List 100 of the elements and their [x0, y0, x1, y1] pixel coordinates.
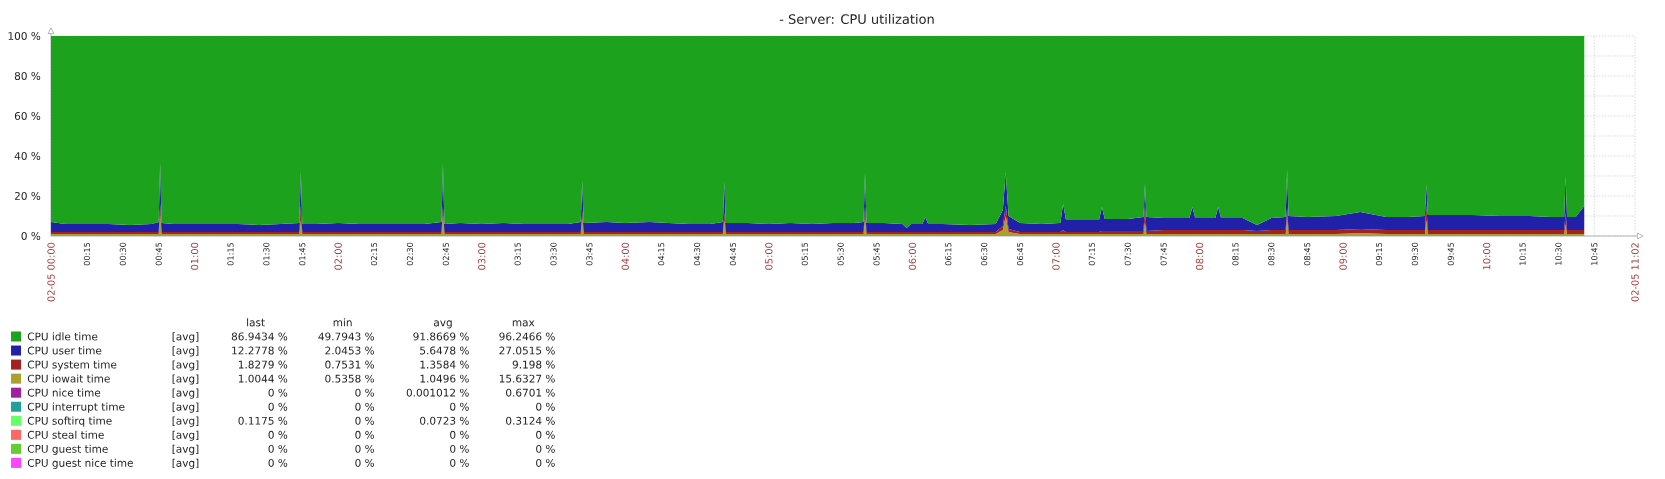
x-tick-label: 02-05 11:02: [1631, 243, 1639, 302]
x-tick-label: 06:45: [1016, 242, 1024, 266]
x-tick-label: 03:00: [478, 242, 486, 270]
x-tick-label: 10:15: [1519, 242, 1526, 265]
x-tick-label: 08:15: [1232, 242, 1239, 266]
text: 0 %: [355, 402, 375, 411]
x-tick-label: 07:45: [1160, 242, 1167, 266]
x-tick-label: 05:00: [765, 242, 773, 270]
text: 1.8279 %: [238, 360, 288, 369]
text: 0 %: [355, 416, 375, 425]
text: 2.0453 %: [325, 346, 375, 355]
text: 0 %: [355, 388, 375, 397]
x-tick-label: 00:45: [155, 242, 162, 266]
x-tick-label: 07:30: [1124, 242, 1131, 266]
x-tick-label: 01:30: [263, 242, 270, 266]
legend-label: CPU guest nice time: [27, 458, 133, 469]
x-tick-label: 00:30: [119, 242, 126, 266]
text: [avg]: [172, 346, 199, 357]
text: 0.3124 %: [506, 416, 555, 425]
x-tick-label: 01:00: [190, 242, 199, 270]
x-tick-label: 10:30: [1555, 242, 1562, 265]
text: 12.2778 %: [232, 346, 288, 355]
text: 0 %: [450, 444, 469, 453]
text: [avg]: [172, 402, 199, 413]
legend-label: CPU softirq time: [27, 416, 112, 427]
legend-label: CPU guest time: [27, 444, 108, 455]
x-tick-label: 03:30: [550, 242, 557, 266]
text: 1.0044 %: [238, 374, 288, 383]
text: 0 %: [268, 444, 288, 453]
text: avg: [433, 320, 452, 329]
x-tick-label: 09:15: [1375, 242, 1383, 266]
text: [avg]: [172, 360, 199, 371]
x-tick-label: 02:15: [370, 242, 378, 266]
text: 0.7531 %: [325, 360, 375, 369]
text: last: [247, 318, 265, 327]
y-tick-label: 20 %: [14, 192, 41, 200]
text: 15.6327 %: [499, 374, 555, 383]
x-tick-label: 10:45: [1591, 242, 1598, 265]
text: 96.2466 %: [499, 332, 555, 341]
legend-label: CPU user time: [27, 346, 102, 355]
x-tick-label: 01:15: [227, 242, 234, 266]
text: 0 %: [268, 388, 288, 397]
x-tick-label: 02-05 00:00: [47, 242, 55, 302]
text: 0 %: [450, 430, 469, 439]
legend-label: CPU idle time: [27, 332, 98, 341]
y-tick-label: 100 %: [8, 32, 41, 40]
y-tick-label: 60 %: [14, 112, 41, 120]
x-tick-label: 05:45: [873, 242, 880, 266]
text: 0 %: [355, 458, 375, 467]
text: [avg]: [172, 332, 199, 343]
x-tick-label: 00:15: [83, 242, 91, 266]
text: 0.6701 %: [506, 388, 555, 397]
x-tick-label: 04:15: [658, 242, 665, 266]
text: 0 %: [536, 402, 555, 411]
x-tick-label: 03:15: [514, 242, 521, 266]
x-tick-label: 10:00: [1482, 242, 1491, 270]
x-tick-label: 09:30: [1411, 242, 1418, 266]
text: [avg]: [172, 416, 199, 427]
text: 0.1175 %: [238, 416, 288, 425]
text: 0 %: [450, 458, 469, 467]
text: 0 %: [268, 458, 288, 467]
text: 0 %: [536, 430, 555, 439]
text: [avg]: [172, 374, 199, 385]
x-tick-label: 09:45: [1447, 242, 1454, 266]
text: [avg]: [172, 458, 199, 469]
text: 0 %: [268, 430, 288, 439]
x-tick-label: 07:15: [1088, 242, 1095, 266]
chart-title: - Server: CPU utilization: [779, 13, 934, 25]
x-tick-label: 03:45: [586, 242, 593, 266]
text: 91.8669 %: [413, 332, 469, 341]
text: [avg]: [172, 430, 199, 441]
x-tick-label: 05:15: [801, 242, 808, 266]
x-tick-label: 06:15: [945, 242, 952, 266]
legend-label: CPU interrupt time: [27, 402, 125, 413]
text: 0 %: [536, 458, 555, 467]
x-tick-label: 02:00: [334, 242, 342, 270]
x-tick-label: 04:30: [693, 242, 701, 266]
legend-label: CPU iowait time: [27, 374, 110, 383]
text: min: [333, 318, 352, 327]
x-tick-label: 08:30: [1268, 242, 1275, 266]
text: 49.7943 %: [318, 332, 375, 341]
text: [avg]: [172, 388, 199, 399]
text: 0 %: [268, 402, 288, 411]
y-tick-label: 80 %: [14, 72, 41, 80]
x-tick-label: 02:45: [442, 242, 449, 266]
text: max: [512, 320, 535, 327]
text: 0 %: [536, 444, 555, 453]
y-tick-label: 0 %: [21, 232, 41, 240]
text: 5.6478 %: [420, 346, 469, 355]
x-tick-label: 04:45: [729, 242, 737, 266]
text: 0.0723 %: [420, 416, 469, 425]
legend-label: CPU system time: [27, 360, 117, 371]
text: 0 %: [355, 430, 375, 439]
text: 0 %: [355, 444, 375, 453]
x-tick-label: 06:00: [908, 242, 917, 270]
legend-label: CPU steal time: [27, 430, 104, 439]
x-tick-label: 01:45: [299, 242, 306, 266]
x-tick-label: 06:30: [981, 242, 988, 266]
text: 1.0496 %: [420, 374, 469, 383]
x-tick-label: 08:45: [1304, 242, 1311, 266]
